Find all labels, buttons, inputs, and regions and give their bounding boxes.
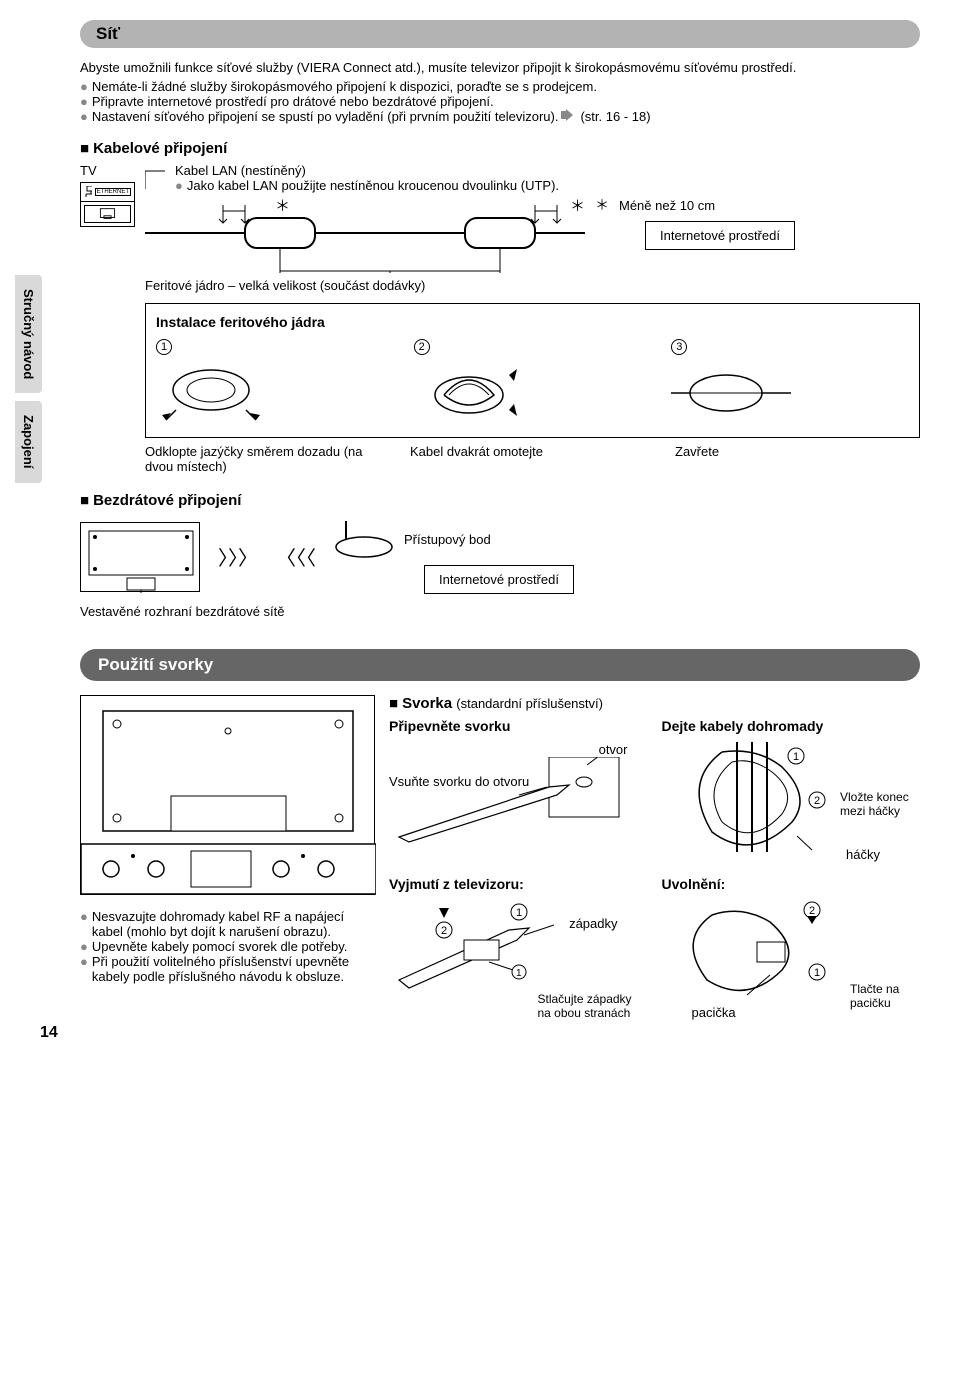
- wireless-internet-env-box: Internetové prostředí: [424, 565, 574, 594]
- svg-text:1: 1: [516, 907, 522, 919]
- bullet-icon: ●: [80, 94, 88, 109]
- wireless-wave-in-icon: 〈〈〈: [276, 542, 316, 571]
- release-illustration: 2 1: [662, 900, 882, 1000]
- ferrite-intro: Feritové jádro – velká velikost (součást…: [145, 278, 920, 293]
- ferrite-step1-illustration: [156, 355, 276, 425]
- bullet-icon: ●: [80, 79, 88, 94]
- clamp-note-2: Upevněte kabely pomocí svorek dle potřeb…: [92, 939, 348, 954]
- wireless-wave-out-icon: 〉〉〉: [218, 542, 258, 571]
- bundle-hooks-label: háčky: [846, 847, 880, 862]
- tv-back-illustration: [80, 695, 375, 895]
- release-title: Uvolnění:: [662, 876, 921, 892]
- ferrite-step2-illustration: [414, 355, 534, 425]
- ferrite-install-title: Instalace feritového jádra: [156, 314, 909, 330]
- section-header-network: Síť: [80, 20, 920, 48]
- release-knob-label: pacička: [692, 1005, 736, 1020]
- svg-text:2: 2: [814, 795, 820, 807]
- svg-text:1: 1: [814, 967, 820, 979]
- ethernet-label: ETHERNET: [95, 188, 131, 196]
- bullet-icon: ●: [80, 954, 88, 969]
- release-press-label: Tlačte na pacičku: [850, 982, 920, 1010]
- wired-heading: ■Kabelové připojení: [80, 140, 920, 157]
- builtin-wifi-label: Vestavěné rozhraní bezdrátové sítě: [80, 604, 920, 619]
- bullet-icon: ●: [175, 178, 183, 193]
- bullet-icon: ●: [80, 109, 88, 124]
- ferrite-step3-illustration: [671, 355, 791, 425]
- attach-title: Připevněte svorku: [389, 718, 648, 734]
- asterisk-icon: ＊: [595, 195, 609, 215]
- intro-bullet-1: Nemáte-li žádné služby širokopásmového p…: [92, 79, 597, 94]
- svg-text:2: 2: [441, 925, 447, 937]
- bundle-step2-label: Vložte konec mezi háčky: [840, 790, 920, 818]
- wireless-heading: ■Bezdrátové připojení: [80, 492, 920, 509]
- svg-text:2: 2: [809, 905, 815, 917]
- page-number: 14: [40, 1024, 58, 1042]
- remove-illustration: 1 2 1: [389, 900, 629, 1000]
- clamp-section-header: Použití svorky: [80, 649, 920, 681]
- attach-insert-label: Vsuňte svorku do otvoru: [389, 774, 529, 789]
- intro-bullet-2: Připravte internetové prostředí pro drát…: [92, 94, 494, 109]
- bundle-title: Dejte kabely dohromady: [662, 718, 921, 734]
- access-point-label: Přístupový bod: [404, 532, 491, 547]
- access-point-illustration: [334, 519, 394, 559]
- svg-text:1: 1: [516, 968, 522, 979]
- page-reference: (str. 16 - 18): [580, 109, 650, 124]
- remove-press-label: Stlačujte západky na obou stranách: [538, 992, 648, 1020]
- tv-label: TV: [80, 163, 135, 178]
- intro-paragraph: Abyste umožnili funkce síťové služby (VI…: [80, 60, 920, 75]
- remove-latches-label: západky: [569, 916, 617, 931]
- ethernet-panel: ETHERNET: [80, 182, 135, 227]
- bullet-icon: ●: [80, 909, 88, 924]
- asterisk-note: Méně než 10 cm: [619, 198, 715, 213]
- lan-cable-note: Jako kabel LAN použijte nestíněnou krouc…: [187, 178, 559, 193]
- svg-text:＊: ＊: [570, 198, 585, 215]
- lan-lead-line: [145, 163, 165, 189]
- sidebar-tab-connection: Zapojení: [15, 401, 42, 482]
- attach-clamp-illustration: [389, 757, 629, 847]
- step-number-2: 2: [414, 339, 430, 355]
- ferrite-install-box: Instalace feritového jádra 1: [145, 303, 920, 438]
- lan-cable-label: Kabel LAN (nestíněný): [175, 163, 559, 178]
- step-number-1: 1: [156, 339, 172, 355]
- ferrite-caption-2: Kabel dvakrát omotejte: [410, 444, 655, 474]
- arrow-icon: [561, 109, 577, 121]
- bullet-icon: ●: [80, 939, 88, 954]
- step-number-3: 3: [671, 339, 687, 355]
- svorka-subheading: ■Svorka (standardní příslušenství): [389, 695, 920, 712]
- svg-text:＊: ＊: [275, 198, 290, 215]
- sidebar-tab-guide: Stručný návod: [15, 275, 42, 393]
- attach-hole-label: otvor: [389, 742, 648, 757]
- clamp-note-1: Nesvazujte dohromady kabel RF a napájecí…: [92, 909, 375, 939]
- internet-env-box: Internetové prostředí: [645, 221, 795, 250]
- ferrite-caption-1: Odklopte jazýčky směrem dozadu (na dvou …: [145, 444, 390, 474]
- clamp-note-3: Při použití volitelného příslušenství up…: [92, 954, 375, 984]
- svg-text:1: 1: [793, 751, 799, 763]
- ferrite-caption-3: Zavřete: [675, 444, 920, 474]
- remove-title: Vyjmutí z televizoru:: [389, 876, 648, 892]
- intro-bullet-3: Nastavení síťového připojení se spustí p…: [92, 109, 559, 124]
- wireless-tv-illustration: [80, 522, 200, 592]
